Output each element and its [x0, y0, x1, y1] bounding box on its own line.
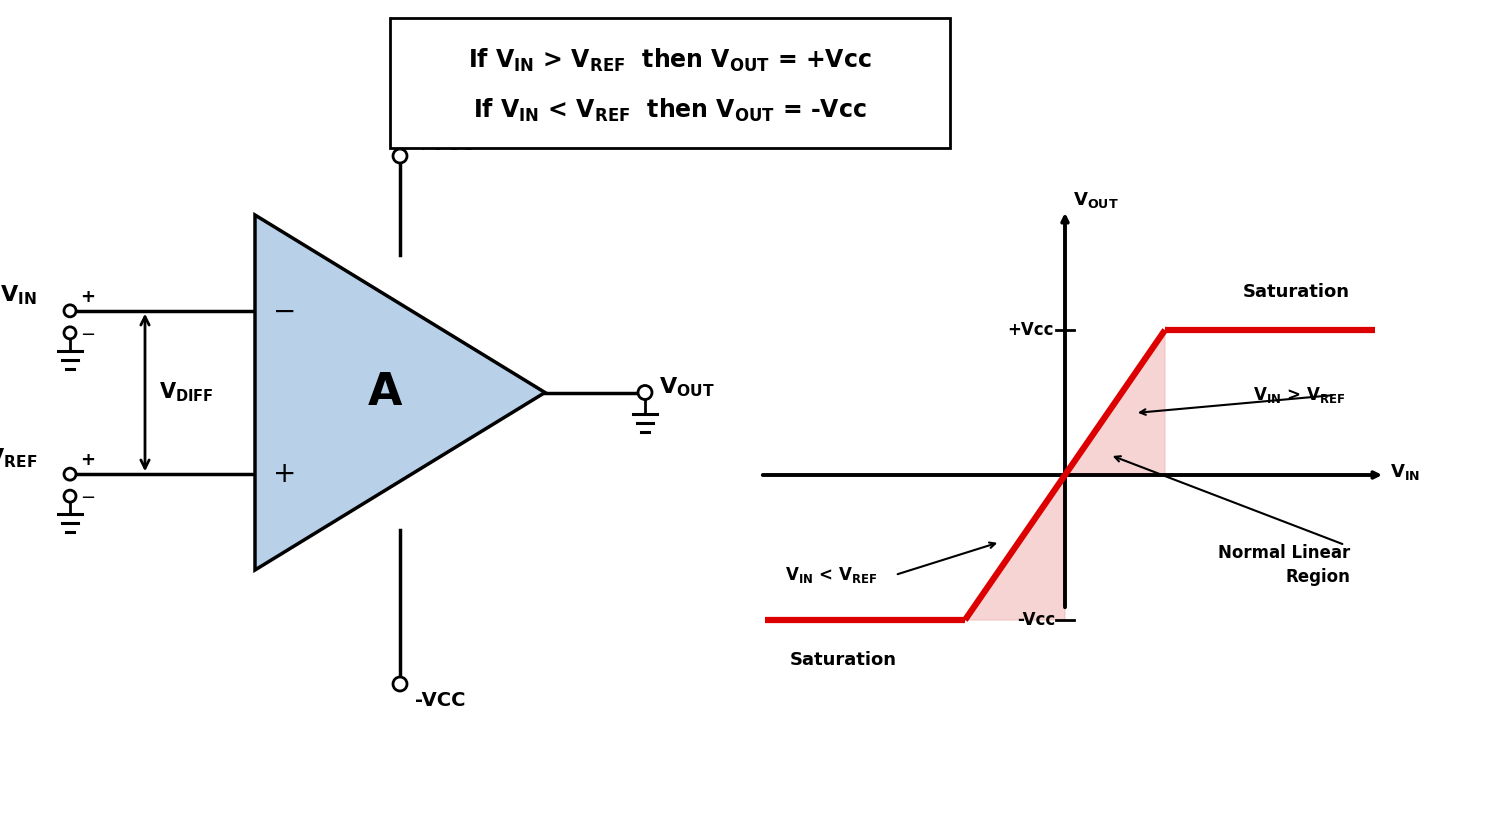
Circle shape: [64, 327, 76, 339]
Text: $+$: $+$: [272, 460, 295, 488]
Text: $\mathbf{V_{IN}}$: $\mathbf{V_{IN}}$: [1391, 462, 1421, 482]
Text: -Vcc: -Vcc: [1016, 611, 1055, 629]
Circle shape: [394, 677, 407, 691]
Text: +Vcc: +Vcc: [1007, 321, 1054, 339]
Text: If $\mathbf{V_{IN}}$ > $\mathbf{V_{REF}}$  then $\mathbf{V_{OUT}}$ = +Vcc: If $\mathbf{V_{IN}}$ > $\mathbf{V_{REF}}…: [469, 46, 871, 74]
Circle shape: [64, 305, 76, 317]
Circle shape: [64, 468, 76, 480]
Text: $\mathbf{V_{REF}}$: $\mathbf{V_{REF}}$: [0, 447, 37, 470]
Text: $-$: $-$: [79, 324, 96, 342]
Text: $-$: $-$: [79, 487, 96, 505]
Text: +VCC: +VCC: [415, 136, 476, 155]
Text: +: +: [79, 288, 94, 306]
Text: $\mathbf{V_{IN}}$ < $\mathbf{V_{REF}}$: $\mathbf{V_{IN}}$ < $\mathbf{V_{REF}}$: [784, 565, 877, 585]
FancyBboxPatch shape: [391, 18, 951, 148]
Text: -VCC: -VCC: [415, 691, 466, 710]
Text: $\mathbf{V_{DIFF}}$: $\mathbf{V_{DIFF}}$: [159, 380, 214, 404]
Text: Saturation: Saturation: [1243, 283, 1350, 301]
Text: A: A: [368, 371, 403, 414]
Circle shape: [394, 149, 407, 163]
Text: +: +: [79, 452, 94, 469]
Text: $\mathbf{V_{IN}}$: $\mathbf{V_{IN}}$: [0, 283, 37, 307]
Circle shape: [638, 385, 653, 399]
Polygon shape: [1064, 330, 1165, 475]
Text: $-$: $-$: [272, 297, 295, 325]
Polygon shape: [254, 215, 545, 570]
Polygon shape: [966, 475, 1064, 620]
Text: If $\mathbf{V_{IN}}$ < $\mathbf{V_{REF}}$  then $\mathbf{V_{OUT}}$ = -Vcc: If $\mathbf{V_{IN}}$ < $\mathbf{V_{REF}}…: [473, 97, 867, 123]
Text: Saturation: Saturation: [790, 651, 897, 669]
Text: $\mathbf{V_{IN}}$ > $\mathbf{V_{REF}}$: $\mathbf{V_{IN}}$ > $\mathbf{V_{REF}}$: [1253, 385, 1344, 405]
Text: $\mathbf{V_{OUT}}$: $\mathbf{V_{OUT}}$: [1073, 190, 1118, 210]
Circle shape: [64, 490, 76, 502]
Text: Normal Linear
Region: Normal Linear Region: [1217, 544, 1350, 586]
Text: $\mathbf{V_{OUT}}$: $\mathbf{V_{OUT}}$: [659, 375, 714, 399]
